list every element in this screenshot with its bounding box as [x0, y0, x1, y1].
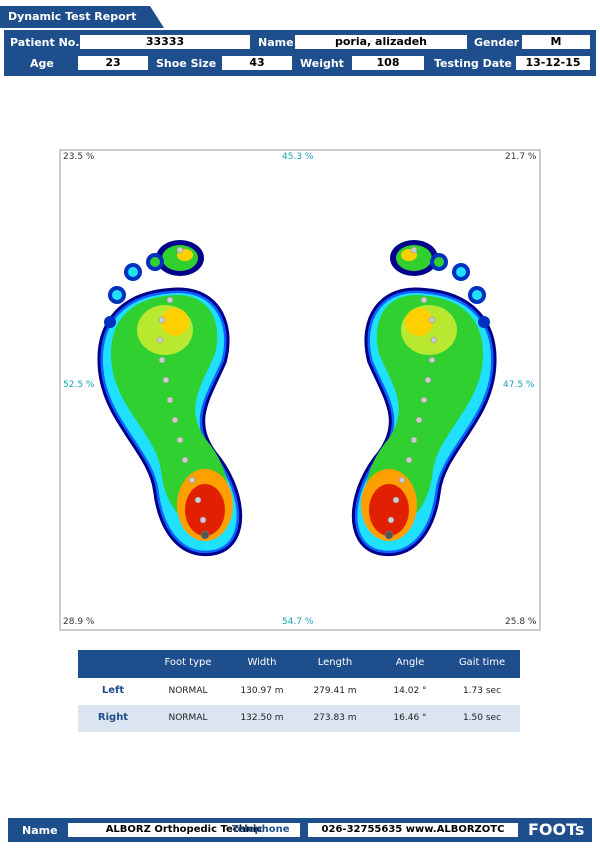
- field-label: Patient No.: [10, 36, 80, 49]
- column-header: Width: [247, 657, 277, 668]
- pressure-percent: 54.7 %: [282, 617, 314, 627]
- pressure-percent: 47.5 %: [503, 380, 535, 390]
- field-value: 43: [222, 56, 292, 70]
- cell: 130.97 m: [240, 686, 284, 696]
- field-label: Shoe Size: [156, 57, 217, 70]
- field-value: 23: [78, 56, 148, 70]
- field-value: poria, alizadeh: [295, 35, 467, 49]
- field-value: 13-12-15: [516, 56, 590, 70]
- footer-value: 026-32755635 www.ALBORZOTC: [308, 823, 518, 837]
- footer-value: ALBORZ Orthopedic Technic: [68, 823, 300, 837]
- pressure-percent: 45.3 %: [282, 152, 314, 162]
- logo: FOOTs: [528, 820, 585, 839]
- row-label: Right: [97, 712, 129, 723]
- field-label: Name: [258, 36, 294, 49]
- pressure-percent: 28.9 %: [63, 617, 95, 627]
- column-header: Length: [317, 657, 353, 668]
- field-value: M: [522, 35, 590, 49]
- column-header: Foot type: [164, 657, 212, 668]
- cell: 1.73 sec: [462, 686, 502, 696]
- cell: 279.41 m: [313, 686, 357, 696]
- column-header: Gait time: [458, 657, 506, 668]
- cell: 1.50 sec: [462, 713, 502, 723]
- row-label: Left: [101, 685, 125, 696]
- pressure-percent: 52.5 %: [63, 380, 95, 390]
- cell: 273.83 m: [313, 713, 357, 723]
- pressure-percent: 23.5 %: [63, 152, 95, 162]
- cell: NORMAL: [168, 713, 208, 723]
- pressure-percent: 21.7 %: [505, 152, 537, 162]
- field-label: Age: [30, 57, 54, 70]
- field-label: Weight: [300, 57, 344, 70]
- pressure-percent: 25.8 %: [505, 617, 537, 627]
- cell: NORMAL: [168, 686, 208, 696]
- cell: 132.50 m: [240, 713, 284, 723]
- field-label: Gender: [474, 36, 520, 49]
- field-value: 33333: [80, 35, 250, 49]
- cell: 14.02 °: [393, 686, 427, 696]
- column-header: Angle: [395, 657, 425, 668]
- report-title: Dynamic Test Report: [8, 10, 137, 23]
- cell: 16.46 °: [393, 713, 427, 723]
- footer-label: Name: [22, 824, 58, 837]
- footer-label: Telephone: [232, 824, 290, 835]
- field-label: Testing Date: [434, 57, 512, 70]
- field-value: 108: [352, 56, 424, 70]
